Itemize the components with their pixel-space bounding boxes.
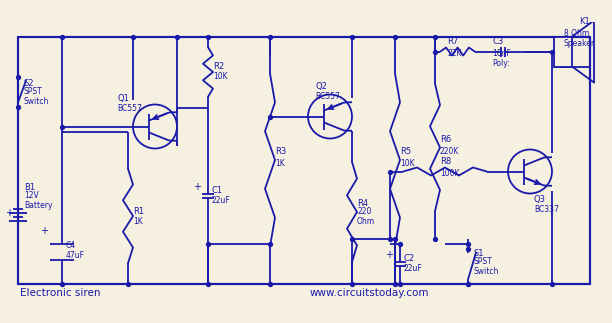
- Text: +: +: [40, 226, 48, 236]
- Text: 220K: 220K: [440, 147, 460, 156]
- Text: C2: C2: [404, 254, 415, 263]
- Text: 8 Ohm: 8 Ohm: [564, 29, 589, 38]
- Text: R8: R8: [440, 157, 451, 166]
- Text: 22uF: 22uF: [212, 196, 231, 205]
- Text: BC337: BC337: [534, 205, 559, 214]
- Text: 12V: 12V: [24, 191, 39, 200]
- Text: R7: R7: [447, 37, 459, 46]
- Text: R3: R3: [275, 148, 286, 157]
- Bar: [554, 36, 572, 67]
- Text: Q1: Q1: [117, 94, 129, 103]
- Text: SPST: SPST: [24, 87, 43, 96]
- Text: +: +: [193, 182, 201, 192]
- Text: R1: R1: [133, 206, 144, 215]
- Text: 220: 220: [357, 207, 371, 216]
- Text: 10K: 10K: [400, 160, 414, 169]
- Text: 47uF: 47uF: [66, 251, 85, 260]
- Text: C4: C4: [66, 241, 76, 250]
- Text: R6: R6: [440, 135, 451, 144]
- Text: Battery: Battery: [24, 201, 53, 210]
- Text: BC557: BC557: [315, 92, 340, 101]
- Text: S1: S1: [473, 248, 483, 257]
- Text: Speaker: Speaker: [564, 39, 595, 48]
- Text: www.circuitstoday.com: www.circuitstoday.com: [310, 288, 430, 298]
- Text: 10nF: 10nF: [493, 49, 512, 58]
- Text: R5: R5: [400, 148, 411, 157]
- Text: +: +: [385, 249, 393, 259]
- Text: Electronic siren: Electronic siren: [20, 288, 100, 298]
- Text: R4: R4: [357, 200, 368, 209]
- Text: Q2: Q2: [315, 82, 327, 91]
- Text: +: +: [5, 208, 13, 218]
- Text: Poly:: Poly:: [493, 59, 510, 68]
- Text: B1: B1: [24, 182, 35, 192]
- Text: Ohm: Ohm: [357, 217, 375, 226]
- Text: BC557: BC557: [117, 104, 142, 113]
- Text: C1: C1: [212, 186, 223, 195]
- Text: 1K: 1K: [133, 216, 143, 225]
- Text: Switch: Switch: [24, 97, 50, 106]
- Text: 1K: 1K: [275, 160, 285, 169]
- Text: 10K: 10K: [213, 71, 228, 80]
- FancyBboxPatch shape: [18, 36, 590, 284]
- Text: 22K: 22K: [447, 49, 462, 58]
- Text: K1: K1: [578, 17, 589, 26]
- Text: R2: R2: [213, 61, 224, 70]
- Text: C3: C3: [493, 37, 504, 46]
- Text: SPST: SPST: [473, 256, 492, 266]
- Text: Q3: Q3: [534, 195, 546, 204]
- Text: 100K: 100K: [440, 169, 460, 178]
- Text: Switch: Switch: [473, 266, 498, 276]
- Text: S2: S2: [24, 79, 34, 88]
- Text: 22uF: 22uF: [404, 264, 423, 273]
